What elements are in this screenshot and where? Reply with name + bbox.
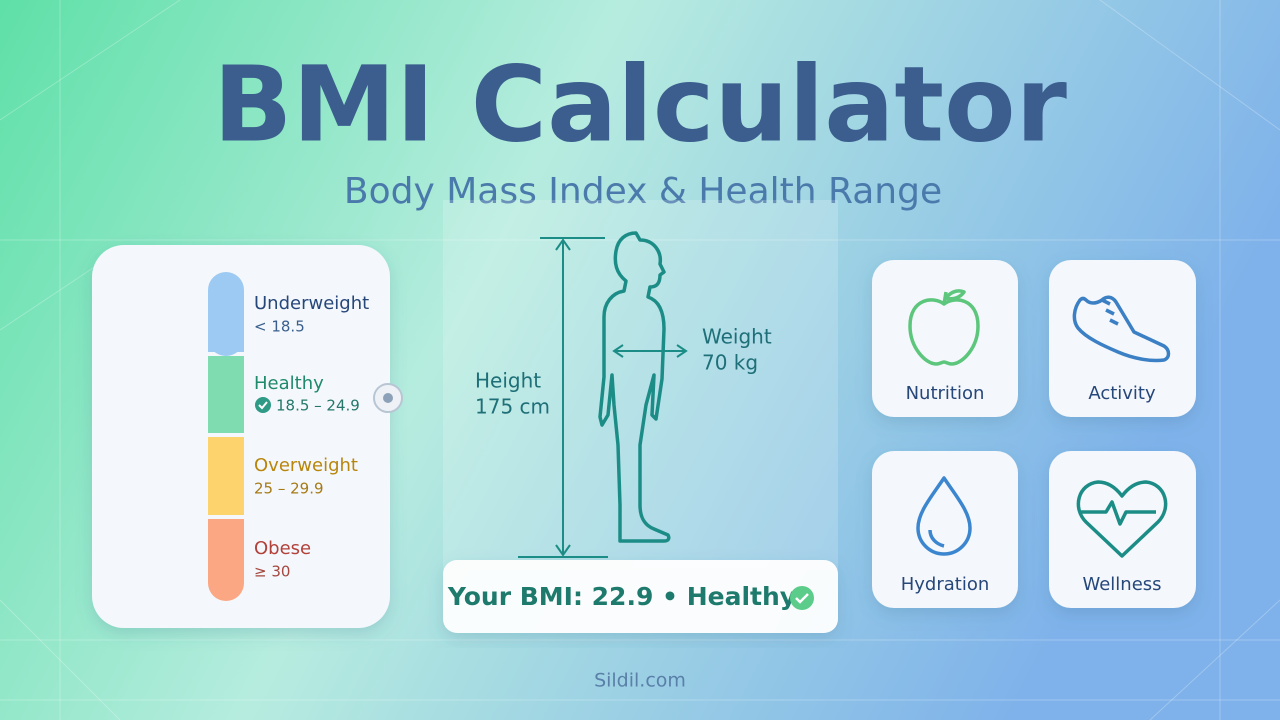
category-name: Obese: [254, 538, 311, 559]
shoe-icon: [1072, 295, 1171, 363]
tile-label: Wellness: [1082, 574, 1161, 595]
check-mark: [258, 401, 268, 410]
tile: [872, 260, 1018, 417]
subtitle: Body Mass Index & Health Range: [344, 171, 942, 212]
result-box: [443, 560, 838, 633]
height-label: Height: [475, 369, 541, 393]
category-range: 25 – 29.9: [254, 480, 324, 498]
range-bar: [208, 290, 244, 352]
heart-icon: [1076, 480, 1168, 558]
height-arrow: [518, 237, 608, 558]
result-check-mark: [795, 593, 809, 604]
weight-arrow: [612, 344, 688, 358]
category-range: 18.5 – 24.9: [276, 397, 360, 415]
tile: [872, 451, 1018, 608]
tiles: Nutrition Activity Hydration Wellness: [872, 260, 1196, 608]
range-bar: [208, 519, 244, 559]
result-text: Your BMI: 22.9 • Healthy: [447, 582, 796, 611]
indicator-dot: [383, 393, 393, 403]
check-icon: [255, 397, 271, 413]
range-bar: [208, 437, 244, 515]
weight-label: Weight: [702, 325, 772, 349]
range-card: [92, 245, 390, 628]
category-name: Underweight: [254, 293, 369, 314]
category-range: < 18.5: [254, 318, 305, 336]
range-bar: [208, 356, 244, 433]
footer: Sildil.com: [594, 670, 686, 692]
result-check: [790, 586, 814, 610]
title: BMI Calculator: [213, 43, 1067, 165]
height-value: 175 cm: [475, 395, 550, 419]
weight-value: 70 kg: [702, 351, 758, 375]
drop-icon: [916, 476, 972, 556]
category-name: Healthy: [254, 373, 324, 394]
category-range: ≥ 30: [254, 563, 290, 581]
tile-label: Nutrition: [906, 383, 985, 404]
tile-label: Activity: [1088, 383, 1156, 404]
body-figure: [598, 231, 671, 543]
apple-icon: [908, 289, 980, 366]
category-name: Overweight: [254, 455, 358, 476]
tile-label: Hydration: [901, 574, 990, 595]
